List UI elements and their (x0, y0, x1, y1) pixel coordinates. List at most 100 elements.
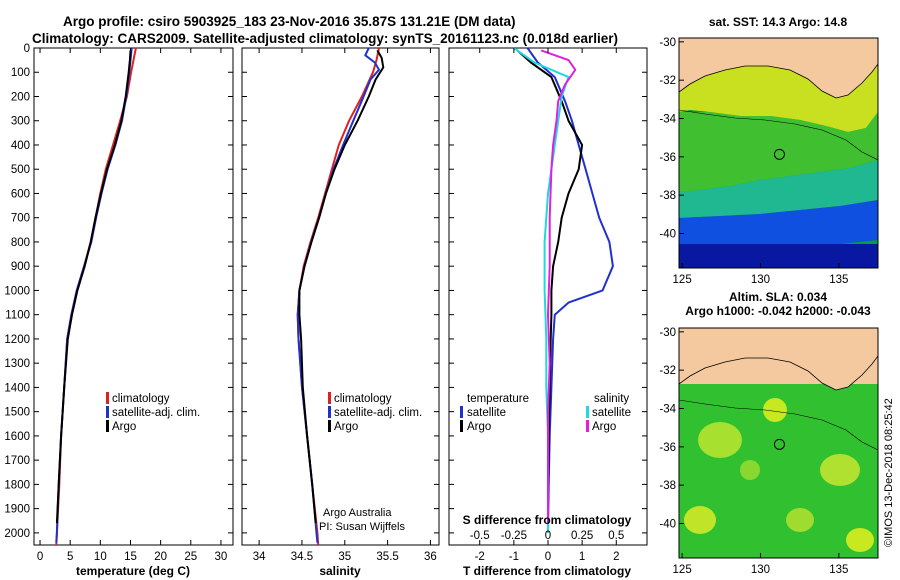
depth-tick-label: 1100 (5, 310, 30, 322)
depth-tick-label: 1700 (4, 455, 30, 467)
series-satellite-t (526, 48, 614, 533)
salinity-lines (296, 48, 385, 545)
temperature-lines (55, 48, 137, 545)
legend-label-argo-t: Argo (467, 421, 491, 433)
legend-swatch-climatology (328, 392, 331, 404)
depth-axis: 0 100 200 300 400 500 600 700 800 900 1000 1100 1200… (4, 43, 647, 540)
depth-tick-label: 700 (11, 213, 30, 225)
salinity-panel-frame (241, 47, 440, 546)
depth-contour (679, 399, 878, 451)
x-tick-label: 34.5 (291, 551, 313, 563)
legend-label-satellite-t: satellite (467, 407, 506, 419)
sst-map-frame (678, 37, 879, 269)
map-x-tick-label: 130 (751, 564, 770, 576)
sla-eddy (684, 506, 716, 534)
legend-label-satellite-s: satellite (592, 407, 631, 419)
sst-coldest-band (679, 244, 878, 268)
coastline (679, 63, 878, 99)
salinity-legend: climatology satellite-adj. clim. Argo Ar… (319, 392, 422, 533)
sst-warm-shelf (679, 64, 878, 132)
legend-swatch-argo (106, 420, 109, 432)
map-x-tick-label: 130 (751, 274, 770, 286)
figure-title: Argo profile: csiro 5903925_183 23-Nov-2… (63, 14, 515, 29)
depth-tick-label: 300 (11, 116, 30, 128)
depth-tick-label: 1500 (4, 407, 30, 419)
depth-tick-label: 0 (24, 43, 30, 55)
legend-swatch-argo-s (586, 420, 589, 432)
map-y-tick-label: -38 (659, 190, 676, 202)
map-y-tick-label: -38 (659, 480, 676, 492)
depth-tick-label: 1900 (4, 504, 30, 516)
temperature-legend: climatology satellite-adj. clim. Argo (106, 392, 200, 433)
s-difference-axis-label: S difference from climatology (463, 513, 632, 527)
depth-tick-label: 1200 (4, 334, 30, 346)
map-y-tick-label: -32 (659, 75, 676, 87)
map-axes: 125 130 135 -30 -32 -34 -36 -38 -40 125 130 135 -30 -… (659, 37, 848, 576)
x-tick-label: 2 (613, 551, 619, 563)
depth-tick-label: 1300 (4, 358, 30, 370)
x-tick-label: 34 (253, 551, 266, 563)
depth-tick-label: 100 (11, 67, 30, 79)
temperature-panel-frame (33, 47, 234, 546)
x-tick-label: 1 (579, 551, 585, 563)
sla-eddy (698, 422, 742, 458)
map-y-tick-label: -40 (659, 519, 676, 531)
map-x-tick-label: 125 (673, 564, 692, 576)
depth-tick-label: 800 (11, 237, 30, 249)
legend-swatch-satellite-t (460, 406, 463, 418)
legend-label-climatology: climatology (112, 393, 170, 405)
legend-title-temperature: temperature (467, 393, 529, 405)
x-tick-label: 35.5 (376, 551, 398, 563)
map-x-tick-label: 135 (829, 564, 848, 576)
imos-credit: ©IMOS 13-Dec-2018 08:25:42 (883, 398, 895, 547)
legend-swatch-climatology (106, 392, 109, 404)
x-tick-label: 0 (37, 551, 43, 563)
legend-label-satellite: satellite-adj. clim. (334, 407, 422, 419)
sst-map (679, 38, 878, 268)
float-position-marker (773, 438, 785, 450)
sst-map-title: sat. SST: 14.3 Argo: 14.8 (709, 15, 848, 29)
legend-title-salinity: salinity (594, 393, 629, 405)
legend-label-argo-s: Argo (592, 421, 616, 433)
legend-label-argo: Argo (334, 421, 358, 433)
sla-map (679, 328, 878, 558)
s-tick-label: -0.5 (470, 530, 490, 542)
difference-lines (513, 48, 614, 533)
map-y-tick-label: -34 (659, 114, 676, 126)
coastline (679, 355, 878, 391)
x-tick-label: -2 (475, 551, 485, 563)
map-y-tick-label: -40 (659, 229, 676, 241)
x-tick-label: 10 (94, 551, 107, 563)
legend-swatch-argo-t (460, 420, 463, 432)
map-y-tick-label: -32 (659, 365, 676, 377)
sla-eddy (786, 508, 814, 532)
x-tick-label: 0 (545, 551, 551, 563)
map-y-tick-label: -30 (659, 327, 676, 339)
legend-swatch-satellite (328, 406, 331, 418)
x-tick-label: 20 (154, 551, 167, 563)
sla-eddy (740, 460, 760, 480)
depth-tick-label: 1800 (4, 479, 30, 491)
map-y-tick-label: -36 (659, 442, 676, 454)
sst-cool-band (679, 160, 878, 218)
map-x-tick-label: 135 (829, 274, 848, 286)
x-tick-label: -1 (509, 551, 519, 563)
figure-subtitle: Climatology: CARS2009. Satellite-adjuste… (32, 31, 618, 46)
difference-legend: temperature satellite Argo salinity sate… (460, 393, 631, 433)
map-x-tick-label: 125 (673, 274, 692, 286)
salinity-axis-label: salinity (319, 564, 361, 578)
sla-map-subtitle: Argo h1000: -0.042 h2000: -0.043 (685, 304, 871, 318)
temperature-axis-label: temperature (deg C) (76, 564, 190, 578)
x-tick-label: 35 (338, 551, 351, 563)
credit-pi-name: PI: Susan Wijffels (319, 521, 405, 533)
sst-mid-band (679, 112, 878, 192)
map-y-tick-label: -36 (659, 152, 676, 164)
depth-tick-label: 900 (11, 261, 30, 273)
x-tick-label: 36 (424, 551, 437, 563)
series-argo (55, 50, 132, 524)
s-tick-label: -0.25 (501, 530, 527, 542)
sla-eddy (820, 454, 860, 486)
s-tick-label: 0.25 (571, 530, 593, 542)
depth-tick-label: 200 (11, 91, 30, 103)
depth-tick-label: 600 (11, 188, 30, 200)
